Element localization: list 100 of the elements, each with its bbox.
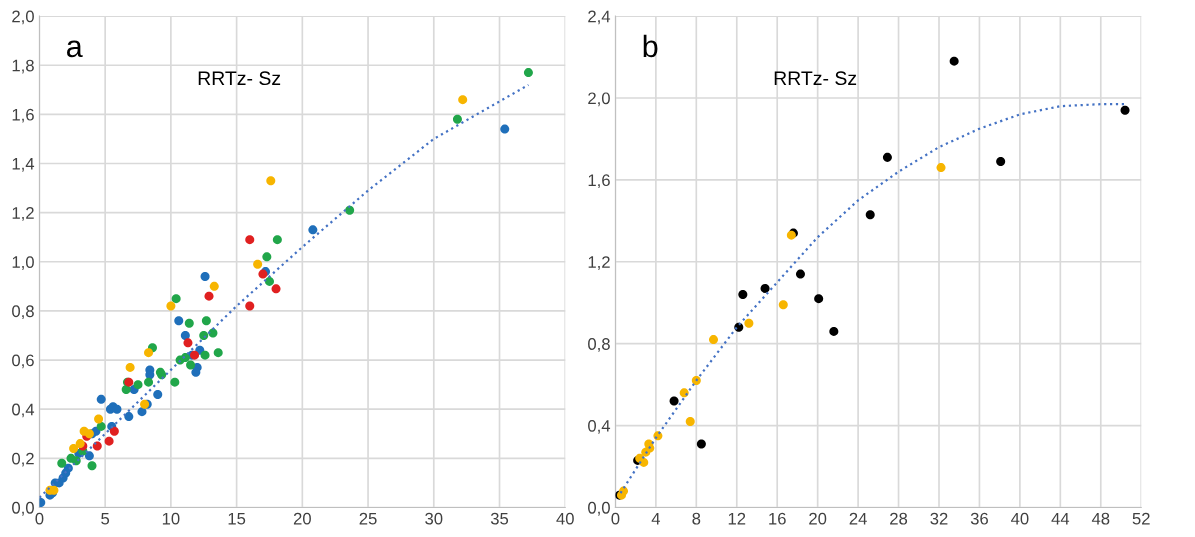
y-tick-label: 1,6 [12, 108, 34, 123]
point [144, 348, 154, 358]
point [523, 68, 533, 78]
x-tick-label: 8 [692, 512, 701, 525]
y-tick-label: 1,6 [588, 174, 610, 189]
point [124, 412, 134, 422]
point [180, 330, 190, 340]
y-tick-label: 1,0 [12, 256, 34, 270]
point [171, 294, 181, 304]
point [795, 269, 805, 279]
y-tick-label: 0,8 [12, 305, 34, 320]
y-tick-label: 0,4 [12, 403, 35, 418]
point [94, 414, 104, 424]
point [262, 252, 272, 262]
point [264, 276, 274, 286]
point [166, 301, 176, 311]
x-tick-label: 32 [930, 512, 948, 525]
point [685, 416, 695, 426]
point [738, 290, 748, 300]
y-tick-label: 1,2 [12, 207, 34, 221]
point [245, 235, 255, 245]
y-tick-label: 1,2 [588, 256, 610, 270]
point [760, 283, 770, 293]
x-tick-label: 36 [970, 512, 988, 525]
x-tick-label: 0 [35, 512, 44, 525]
point [153, 389, 163, 399]
point [882, 152, 892, 162]
x-tick-label: 30 [425, 512, 443, 525]
point [96, 394, 106, 404]
point [271, 284, 281, 294]
x-tick-label: 44 [1051, 512, 1070, 525]
point [57, 458, 67, 468]
point [170, 377, 180, 387]
y-tick-label: 0,0 [12, 501, 34, 516]
point [253, 259, 263, 269]
x-tick-label: 15 [228, 512, 246, 525]
x-tick-label: 40 [556, 512, 574, 525]
point [200, 272, 210, 282]
x-tick-label: 10 [162, 512, 180, 525]
point [104, 436, 114, 446]
y-tick-label: 0,6 [12, 354, 34, 369]
point [112, 404, 122, 414]
point [500, 124, 510, 134]
point [996, 156, 1006, 166]
point [174, 316, 184, 326]
x-tick-label: 5 [101, 512, 110, 525]
point [200, 350, 210, 360]
x-tick-label: 52 [1132, 512, 1150, 525]
point [865, 210, 875, 220]
point [936, 163, 946, 173]
x-tick-label: 40 [1011, 512, 1029, 525]
point [691, 376, 701, 386]
y-tick-label: 2,4 [588, 10, 611, 25]
point [184, 318, 194, 328]
point [308, 225, 318, 235]
point [829, 326, 839, 336]
annotation: RRTz- Sz [198, 71, 281, 86]
point [266, 176, 276, 186]
point [180, 353, 190, 363]
y-tick-label: 2,0 [588, 92, 610, 107]
point [213, 348, 223, 358]
y-tick-label: 0,4 [588, 419, 611, 434]
y-tick-label: 0,8 [588, 338, 610, 352]
point [696, 439, 706, 449]
y-tick-label: 0,2 [12, 452, 34, 467]
y-tick-label: 2,0 [12, 10, 34, 25]
x-tick-label: 16 [769, 512, 786, 525]
point [84, 451, 94, 461]
chart-title: b [643, 34, 658, 58]
point [199, 330, 209, 340]
x-tick-label: 20 [293, 512, 311, 525]
point [639, 457, 649, 467]
point [669, 396, 679, 406]
y-tick-label: 1,4 [12, 158, 35, 172]
x-tick-label: 48 [1091, 512, 1110, 525]
x-tick-label: 0 [611, 512, 620, 525]
point [204, 291, 214, 301]
point [87, 461, 97, 471]
point [778, 300, 788, 310]
x-tick-label: 35 [490, 512, 509, 525]
point [209, 281, 219, 291]
point [183, 338, 193, 348]
point [245, 301, 255, 311]
point [709, 335, 719, 345]
point [744, 318, 754, 328]
y-tick-label: 1,8 [12, 59, 34, 74]
annotation: RRTz- Sz [774, 71, 857, 86]
point [814, 294, 824, 304]
point [452, 114, 462, 124]
x-tick-label: 20 [809, 512, 827, 525]
point [125, 362, 135, 372]
y-tick-label: 0,0 [588, 501, 610, 516]
point [458, 95, 468, 105]
point [144, 377, 154, 387]
point [1120, 105, 1130, 115]
x-tick-label: 25 [359, 512, 377, 525]
x-tick-label: 12 [728, 512, 746, 525]
text: a [67, 40, 83, 58]
point [201, 316, 211, 326]
point [69, 444, 79, 453]
